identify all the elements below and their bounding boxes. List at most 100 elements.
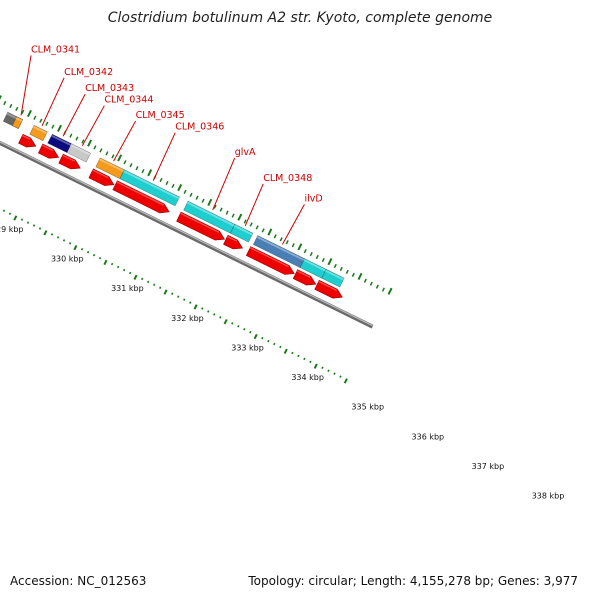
gene-clm-0342-leader xyxy=(41,77,65,127)
ruler-tick xyxy=(73,244,78,251)
ruler-tick xyxy=(110,262,114,266)
outer-tick xyxy=(351,272,355,277)
outer-tick xyxy=(117,154,123,162)
outer-tick xyxy=(279,237,283,242)
outer-tick xyxy=(291,243,295,248)
outer-tick xyxy=(201,198,205,203)
gene-clm-0342-shine xyxy=(33,125,48,134)
kbp-label: 336 kbp xyxy=(412,432,445,441)
outer-tick xyxy=(99,148,103,153)
cds-arrow-shine-9 xyxy=(296,270,311,278)
ruler-tick xyxy=(163,289,168,295)
outer-tick xyxy=(339,266,343,272)
ruler-tick xyxy=(343,378,348,384)
genome-backbone xyxy=(0,140,374,329)
outer-tick xyxy=(123,160,127,165)
ruler-tick xyxy=(38,227,42,230)
outer-tick xyxy=(159,177,163,183)
ruler-tick xyxy=(249,330,252,334)
kbp-label: 329 kbp xyxy=(0,225,23,234)
cds-arrow-shine-10 xyxy=(318,280,337,291)
outer-tick xyxy=(57,124,62,132)
outer-tick xyxy=(93,145,97,150)
outer-tick xyxy=(75,136,79,141)
ruler-tick xyxy=(219,316,222,319)
ruler-tick xyxy=(98,256,102,260)
ruler-tick xyxy=(273,342,276,346)
cds-arrow-10 xyxy=(314,279,343,299)
tick-track xyxy=(0,95,393,384)
gene-ilvd-shine xyxy=(256,236,305,261)
outer-tick xyxy=(207,198,213,206)
outer-tick xyxy=(3,100,7,106)
gene-clm-0344-block xyxy=(66,143,92,163)
gene-clm-0341-block xyxy=(11,116,24,130)
ruler-tick xyxy=(153,283,156,287)
cds-arrow-shine-6 xyxy=(180,212,220,233)
ruler-tick xyxy=(253,333,258,340)
outer-tick xyxy=(303,249,307,254)
gene-track xyxy=(2,111,345,288)
ruler-tick xyxy=(183,298,186,301)
outer-tick xyxy=(381,287,385,292)
ruler-tick xyxy=(56,236,60,239)
gene-glva-label: glvA xyxy=(235,147,256,158)
gene-cyan-end-2-block xyxy=(321,268,345,288)
cds-arrow-shine-3 xyxy=(62,154,75,162)
ruler-tick xyxy=(68,242,72,245)
ruler-tick xyxy=(231,322,234,325)
ruler-tick xyxy=(297,354,300,358)
outer-tick xyxy=(69,133,73,138)
outer-tick xyxy=(225,210,229,215)
ruler-tick xyxy=(243,327,246,331)
kbp-label: 333 kbp xyxy=(231,343,264,352)
ruler-tick xyxy=(213,313,216,316)
kbp-label: 330 kbp xyxy=(51,255,84,264)
gene-glva-leader xyxy=(212,157,236,211)
gene-cyan-end-2-shine xyxy=(325,269,344,281)
outer-tick xyxy=(0,95,2,100)
ruler-tick xyxy=(133,274,138,280)
gene-clm-0341-label: CLM_0341 xyxy=(31,44,80,55)
outer-tick xyxy=(267,228,273,236)
outer-tick xyxy=(195,195,199,200)
cds-arrow-3 xyxy=(58,153,81,170)
outer-tick xyxy=(45,121,49,126)
outer-tick xyxy=(183,189,187,194)
outer-tick xyxy=(129,163,133,168)
ruler-tick xyxy=(159,286,162,290)
ruler-tick xyxy=(193,304,198,310)
ruler-tick xyxy=(279,345,282,349)
ruler-tick xyxy=(103,259,108,266)
outer-tick xyxy=(345,269,349,274)
gene-clm-0343-leader xyxy=(62,93,86,137)
gene-clm-0343-label: CLM_0343 xyxy=(85,83,134,94)
ruler-tick xyxy=(261,336,264,340)
ruler-tick xyxy=(291,351,294,355)
ruler-tick xyxy=(327,369,330,372)
outer-tick xyxy=(105,151,109,156)
backbone-line xyxy=(0,140,374,329)
ruler-tick xyxy=(128,271,132,275)
gene-clm-0346-block xyxy=(119,169,181,207)
gene-clm-0348-label: CLM_0348 xyxy=(263,173,312,184)
gene-clm-0348-leader xyxy=(244,183,264,227)
ruler-tick xyxy=(201,307,204,310)
ruler-tick xyxy=(171,292,174,295)
outer-tick xyxy=(9,103,13,109)
outer-tick xyxy=(309,251,313,257)
ruler-tick xyxy=(8,212,12,215)
gene-cyan-end-1-shine xyxy=(303,259,326,272)
map-title: Clostridium botulinum A2 str. Kyoto, com… xyxy=(107,10,493,26)
outer-tick xyxy=(249,222,253,227)
gene-clm-0342-label: CLM_0342 xyxy=(64,67,113,78)
outer-tick xyxy=(261,228,265,233)
outer-tick xyxy=(297,243,303,251)
outer-tick xyxy=(315,254,319,260)
ruler-tick xyxy=(20,218,24,221)
outer-tick xyxy=(243,219,247,224)
ruler-tick xyxy=(62,239,66,242)
ruler-tick xyxy=(309,360,312,364)
ruler-tick xyxy=(237,325,240,328)
